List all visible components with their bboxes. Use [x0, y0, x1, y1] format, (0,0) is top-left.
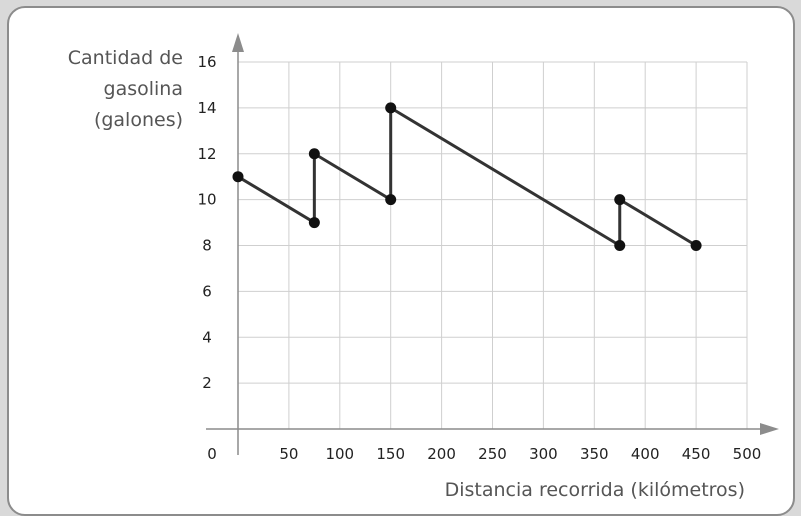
- y-axis-title: Cantidad de gasolina (galones): [68, 47, 183, 131]
- x-axis-arrow: [760, 423, 779, 435]
- axes: [206, 33, 779, 455]
- x-tick-label: 400: [631, 445, 660, 463]
- y-tick-label: 14: [197, 99, 216, 117]
- data-point: [308, 148, 320, 160]
- y-tick-label: 12: [197, 145, 216, 163]
- x-tick-label: 100: [325, 445, 354, 463]
- x-axis-title: Distancia recorrida (kilómetros): [445, 479, 745, 501]
- tick-labels: 50 100 150 200 250 300 350 400 450 500 0 2 4 6 8 10 12 14…: [197, 53, 761, 463]
- y-axis-arrow: [232, 33, 244, 52]
- x-tick-label: 300: [529, 445, 558, 463]
- x-tick-label: 200: [427, 445, 456, 463]
- series: [232, 102, 702, 251]
- x-tick-label: 250: [478, 445, 507, 463]
- y-tick-label: 2: [202, 374, 212, 392]
- y-tick-label: 10: [197, 191, 216, 209]
- data-point: [614, 240, 626, 251]
- y-tick-label: 16: [197, 53, 216, 71]
- chart-frame: [7, 6, 795, 516]
- series-line: [237, 106, 697, 247]
- x-tick-label: 150: [376, 445, 405, 463]
- x-tick-label: 50: [279, 445, 298, 463]
- data-point: [232, 171, 244, 183]
- y-tick-label: 8: [202, 237, 212, 255]
- x-tick-label: 500: [733, 445, 762, 463]
- gasoline-chart: 50 100 150 200 250 300 350 400 450 500 0 2 4 6 8 10 12 14…: [68, 33, 779, 501]
- y-axis-title-line: Cantidad de: [68, 47, 183, 69]
- y-tick-label: 6: [202, 282, 212, 300]
- grid: [238, 61, 748, 429]
- data-point: [690, 240, 702, 251]
- y-axis-title-line: gasolina: [104, 78, 183, 100]
- data-point: [614, 194, 626, 206]
- y-tick-label: 4: [202, 328, 212, 346]
- y-axis-title-line: (galones): [94, 109, 183, 131]
- x-tick-label: 450: [682, 445, 711, 463]
- origin-label: 0: [207, 445, 217, 463]
- data-point: [308, 217, 320, 229]
- data-point: [385, 102, 397, 114]
- x-tick-label: 350: [580, 445, 609, 463]
- data-point: [385, 194, 397, 206]
